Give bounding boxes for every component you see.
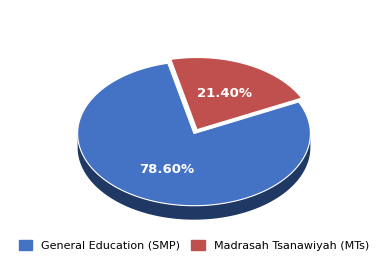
Text: 21.40%: 21.40% <box>197 87 252 100</box>
Polygon shape <box>78 63 310 206</box>
Text: 78.60%: 78.60% <box>139 163 194 176</box>
Polygon shape <box>171 58 301 130</box>
Legend: General Education (SMP), Madrasah Tsanawiyah (MTs): General Education (SMP), Madrasah Tsanaw… <box>15 236 373 255</box>
Polygon shape <box>78 135 310 220</box>
